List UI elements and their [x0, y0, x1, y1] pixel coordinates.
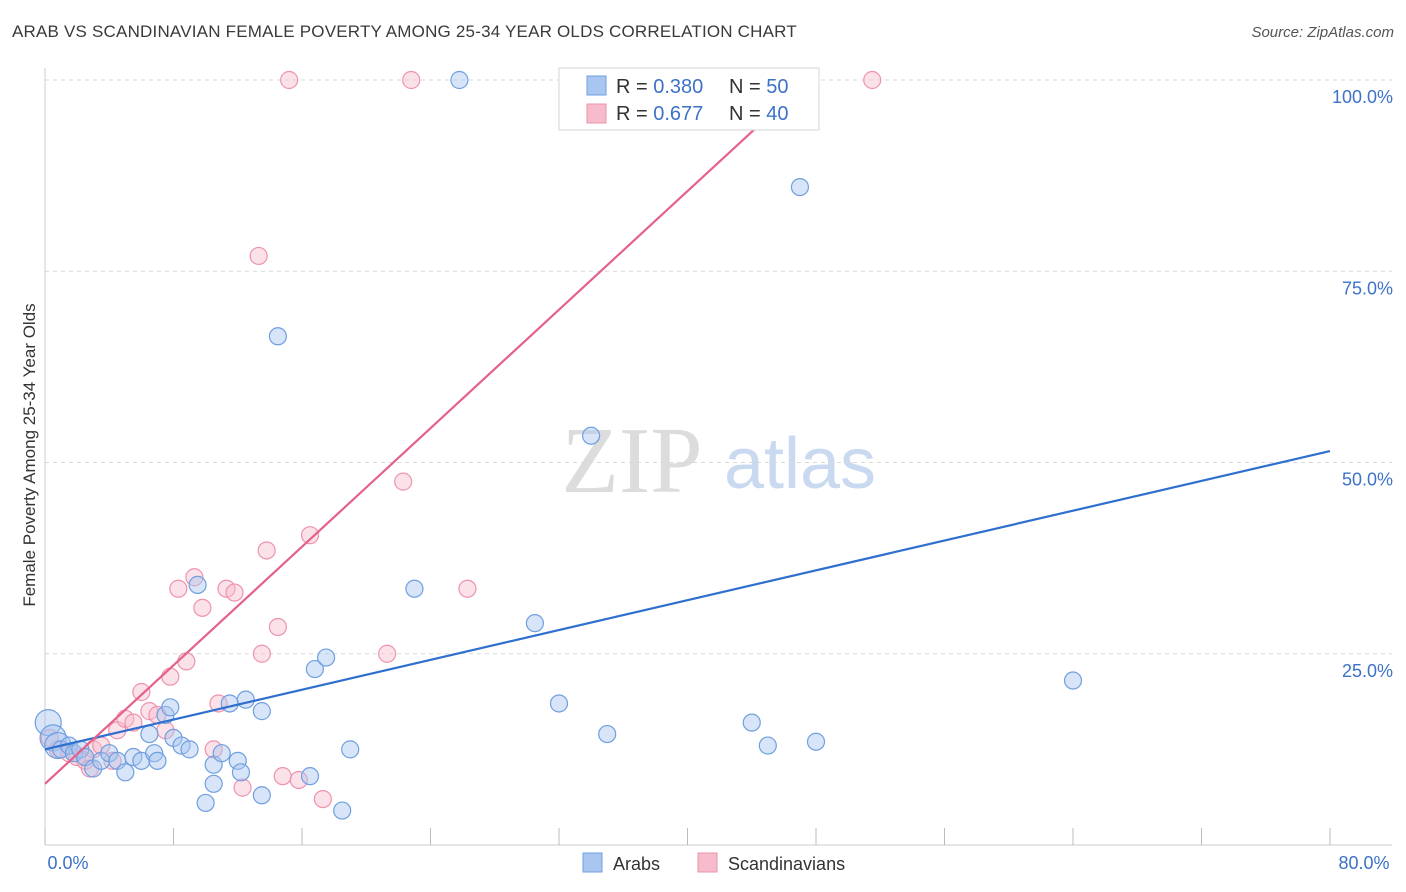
arab-point: [525, 614, 545, 633]
scandinavian-point: [233, 778, 252, 797]
legend-n-label-scandinavians: N =: [729, 103, 766, 125]
chart-title: ARAB VS SCANDINAVIAN FEMALE POVERTY AMON…: [12, 22, 797, 41]
arab-point: [742, 713, 761, 732]
legend-swatch-arabs: [586, 75, 607, 96]
arab-point: [758, 736, 777, 755]
legend-r-label-arabs: R =: [616, 76, 653, 98]
svg-text:N = 50: N = 50: [729, 76, 789, 98]
arab-point: [231, 763, 251, 782]
scandinavian-point: [280, 70, 299, 90]
trend-lines: [44, 79, 1331, 785]
scandinavian-point: [458, 579, 477, 598]
legend-r-value-scandinavians: 0.677: [653, 103, 703, 125]
arab-point: [598, 724, 617, 744]
bottom-legend-label-arabs: Arabs: [613, 854, 660, 874]
scandinavian-point: [193, 598, 212, 617]
arab-point: [333, 801, 352, 820]
svg-text:R = 0.677: R = 0.677: [616, 103, 703, 125]
svg-text:N = 40: N = 40: [729, 103, 789, 125]
correlation-legend: R = 0.380 N = 50 R = 0.677 N = 40: [558, 67, 820, 131]
arab-point: [549, 694, 569, 713]
scandinavian-point: [169, 579, 188, 598]
arab-point: [116, 763, 135, 782]
legend-n-value-arabs: 50: [766, 76, 788, 98]
scandinavian-point: [225, 583, 244, 602]
y-tick-label: 50.0%: [1342, 470, 1393, 490]
arab-point: [252, 786, 271, 805]
scandinavian-point: [273, 767, 292, 786]
bottom-legend-swatch-arabs: [582, 852, 603, 873]
arab-point: [228, 751, 247, 770]
arab-point: [1063, 671, 1083, 690]
scandinavian-point: [289, 770, 308, 790]
arab-point: [405, 579, 424, 598]
arab-point: [305, 659, 324, 679]
scandinavian-point: [378, 644, 397, 663]
scandinavian-point: [132, 682, 151, 702]
x-tick-label-min: 0.0%: [47, 853, 88, 873]
scandinavian-point: [313, 789, 332, 809]
arab-point: [34, 708, 62, 737]
scandinavian-point: [161, 667, 180, 686]
legend-n-value-scandinavians: 40: [766, 103, 788, 125]
scandinavian-point: [300, 526, 320, 545]
y-axis-title: Female Poverty Among 25-34 Year Olds: [20, 303, 39, 606]
scandinavian-point: [257, 541, 276, 560]
arab-point: [188, 575, 207, 595]
arab-point: [204, 774, 223, 793]
watermark-atlas: atlas: [724, 424, 876, 504]
series-legend: Arabs Scandinavians: [582, 852, 845, 874]
scandinavian-point: [863, 70, 882, 90]
legend-r-value-arabs: 0.380: [653, 76, 703, 98]
arab-point: [582, 426, 601, 445]
arab-point: [140, 724, 159, 744]
watermark-zip: ZIP: [562, 409, 703, 513]
scandinavian-point: [252, 644, 271, 663]
arab-point: [450, 70, 469, 90]
arab-point: [236, 690, 255, 709]
arab-point: [316, 648, 336, 667]
x-tick-label-max: 80.0%: [1338, 853, 1389, 873]
scandinavian-point: [249, 246, 268, 266]
arab-point: [148, 751, 167, 770]
y-tick-label: 75.0%: [1342, 278, 1393, 298]
arab-point: [220, 694, 239, 713]
arabs-points: [34, 70, 1083, 820]
chart-source: Source: ZipAtlas.com: [1251, 24, 1394, 41]
bottom-legend-label-scandinavians: Scandinavians: [728, 854, 845, 874]
scandinavian-point: [394, 472, 413, 491]
arab-point: [806, 732, 826, 751]
gridlines: 25.0% 50.0% 75.0% 100.0%: [45, 79, 1393, 681]
y-tick-label: 100.0%: [1332, 87, 1393, 107]
scandinavians-trend-line: [44, 79, 809, 785]
legend-n-label-arabs: N =: [729, 76, 766, 98]
axes: [44, 68, 1392, 846]
svg-text:R = 0.380: R = 0.380: [616, 76, 703, 98]
arab-point: [180, 740, 199, 759]
arab-point: [790, 178, 810, 197]
legend-r-label-scandinavians: R =: [616, 103, 653, 125]
scandinavian-point: [268, 617, 288, 637]
arabs-trend-line: [44, 449, 1331, 751]
arab-point: [268, 327, 288, 346]
arab-point: [212, 744, 231, 763]
legend-swatch-scandinavians: [586, 103, 607, 124]
arab-point: [300, 767, 320, 786]
bottom-legend-swatch-scandinavians: [697, 852, 718, 873]
arab-point: [196, 793, 215, 813]
scandinavian-point: [177, 652, 196, 671]
scandinavian-point: [402, 70, 421, 90]
arab-point: [341, 740, 360, 759]
arab-point: [161, 698, 180, 717]
y-tick-label: 25.0%: [1342, 661, 1393, 681]
arab-point: [252, 702, 271, 721]
